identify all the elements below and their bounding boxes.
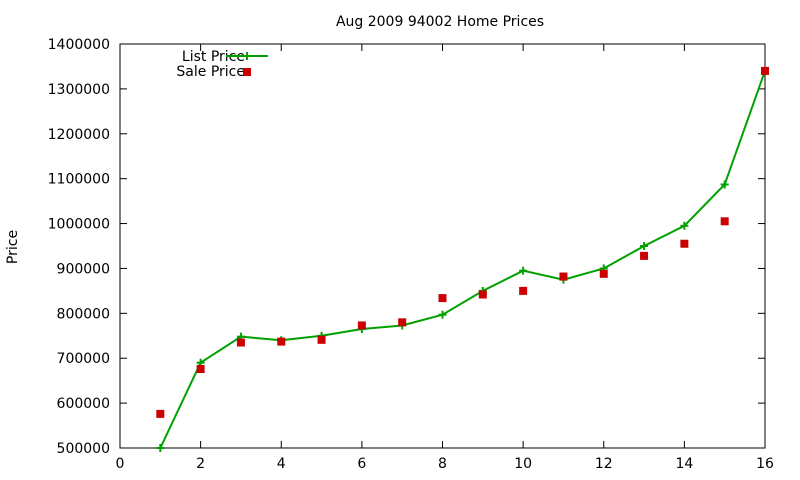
legend-label-sale-price: Sale Price bbox=[176, 64, 245, 80]
y-tick-label: 1100000 bbox=[48, 172, 110, 188]
y-tick-label: 700000 bbox=[57, 351, 110, 367]
sale-price-point bbox=[277, 337, 286, 346]
series-group bbox=[156, 66, 769, 452]
sale-price-point bbox=[438, 294, 447, 303]
sale-price-point bbox=[761, 66, 769, 75]
x-tick-label: 10 bbox=[514, 456, 532, 472]
sale-price-point bbox=[640, 251, 649, 260]
sale-price-point bbox=[720, 217, 729, 226]
plot-area: 0 2 4 6 8 10 12 14 16 500000 600000 700000 800000 900… bbox=[48, 37, 774, 472]
y-tick-label: 1300000 bbox=[48, 82, 110, 98]
y-tick-label: 500000 bbox=[57, 441, 110, 457]
list-price-point bbox=[519, 266, 528, 275]
sale-price-point bbox=[196, 364, 205, 373]
y-tick-label: 1000000 bbox=[48, 217, 110, 233]
sale-price-point bbox=[680, 239, 689, 248]
sale-price-point bbox=[317, 335, 326, 344]
sale-price-point bbox=[357, 321, 366, 330]
y-tick-label: 900000 bbox=[57, 261, 110, 277]
y-tick-label: 1400000 bbox=[48, 37, 110, 53]
plot-frame bbox=[119, 43, 766, 449]
y-tick-label: 600000 bbox=[57, 396, 110, 412]
chart-title: Aug 2009 94002 Home Prices bbox=[336, 14, 544, 30]
x-tick-label: 2 bbox=[196, 456, 205, 472]
sale-price-point bbox=[236, 338, 245, 347]
sale-price-point bbox=[478, 290, 487, 299]
list-price-point bbox=[438, 310, 447, 319]
x-tick-label: 6 bbox=[357, 456, 366, 472]
legend-marker-list-price bbox=[243, 52, 251, 60]
list-price-point bbox=[720, 180, 729, 189]
y-tick-label: 1200000 bbox=[48, 127, 110, 143]
x-tick-label: 12 bbox=[595, 456, 613, 472]
x-tick-label: 14 bbox=[675, 456, 693, 472]
list-price-point bbox=[640, 242, 649, 250]
sale-price-point bbox=[398, 318, 407, 327]
legend-label-list-price: List Price bbox=[182, 49, 245, 65]
list-price-point bbox=[156, 444, 165, 452]
x-tick-label: 16 bbox=[756, 456, 774, 472]
sale-price-point bbox=[156, 409, 165, 418]
sale-price-point bbox=[599, 269, 608, 278]
list-price-point bbox=[680, 221, 689, 230]
y-axis-label: Price bbox=[5, 230, 21, 264]
x-tick-label: 0 bbox=[116, 456, 125, 472]
sale-price-point bbox=[559, 272, 568, 281]
y-tick-label: 800000 bbox=[57, 306, 110, 322]
x-tick-label: 4 bbox=[277, 456, 286, 472]
legend-marker-sale-price bbox=[243, 68, 251, 76]
x-tick-label: 8 bbox=[438, 456, 447, 472]
list-price-line bbox=[159, 70, 766, 449]
sale-price-point bbox=[519, 286, 528, 295]
